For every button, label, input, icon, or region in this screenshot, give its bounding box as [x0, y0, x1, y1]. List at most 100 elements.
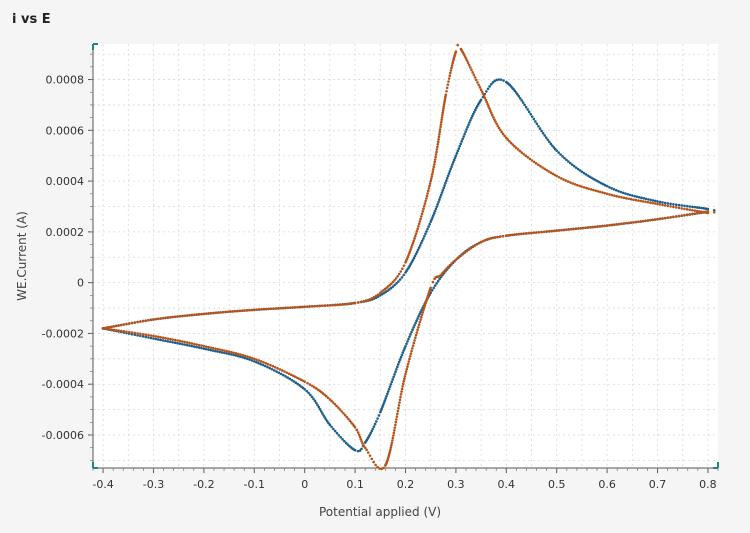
- data-point: [223, 349, 226, 352]
- data-point: [669, 205, 672, 208]
- data-point: [343, 303, 347, 306]
- data-point: [422, 204, 426, 208]
- data-point: [647, 198, 650, 201]
- data-point: [391, 439, 394, 442]
- data-point: [318, 408, 322, 411]
- data-point: [241, 356, 245, 359]
- data-point: [576, 167, 580, 171]
- data-point: [463, 251, 467, 254]
- data-point: [322, 414, 325, 417]
- data-point: [588, 175, 591, 178]
- data-point: [424, 232, 427, 236]
- data-point: [204, 347, 208, 351]
- data-point: [496, 124, 500, 128]
- data-point: [255, 360, 258, 364]
- data-point: [581, 226, 585, 230]
- data-point: [414, 234, 417, 238]
- data-point: [218, 350, 222, 354]
- data-point: [195, 313, 198, 316]
- data-point: [401, 267, 404, 271]
- data-point: [560, 228, 563, 232]
- data-point: [422, 306, 426, 310]
- data-point: [233, 309, 237, 313]
- data-point: [408, 335, 411, 338]
- data-point: [646, 200, 650, 204]
- data-point: [285, 371, 289, 374]
- data-point: [484, 238, 487, 242]
- data-point: [359, 300, 363, 304]
- data-point: [494, 120, 497, 123]
- data-point: [649, 198, 652, 202]
- data-point: [385, 394, 388, 398]
- data-point: [501, 234, 505, 238]
- data-point: [366, 451, 370, 454]
- data-point: [438, 198, 441, 201]
- data-point: [358, 449, 362, 452]
- data-point: [570, 163, 574, 166]
- data-point: [234, 352, 238, 355]
- data-point: [284, 375, 287, 378]
- data-point: [227, 350, 231, 353]
- data-point: [677, 203, 681, 207]
- y-axis-title: WE.Current (A): [15, 211, 29, 301]
- data-point: [333, 402, 337, 406]
- data-point: [693, 212, 697, 215]
- data-point: [712, 209, 716, 212]
- data-point: [190, 342, 194, 345]
- data-point: [610, 187, 613, 190]
- data-point: [410, 246, 413, 249]
- data-point: [296, 382, 300, 386]
- data-point: [176, 315, 179, 318]
- data-point: [501, 132, 505, 136]
- data-point: [188, 344, 191, 347]
- data-point: [612, 188, 616, 191]
- data-point: [407, 252, 411, 255]
- data-point: [378, 467, 381, 470]
- data-point: [651, 218, 655, 222]
- data-point: [527, 231, 530, 235]
- data-point: [565, 158, 568, 162]
- data-point: [404, 372, 407, 376]
- data-point: [545, 230, 549, 233]
- data-point: [141, 319, 145, 323]
- data-point: [557, 151, 560, 154]
- data-point: [416, 317, 419, 320]
- data-point: [159, 335, 162, 339]
- data-point: [114, 328, 118, 332]
- data-point: [442, 107, 445, 110]
- data-point: [491, 236, 495, 240]
- data-point: [426, 192, 429, 195]
- data-point: [178, 314, 182, 318]
- data-point: [523, 103, 526, 107]
- data-point: [473, 76, 477, 79]
- data-point: [412, 341, 416, 345]
- data-point: [409, 352, 413, 356]
- data-point: [433, 209, 437, 213]
- data-point: [112, 325, 116, 328]
- data-point: [666, 202, 670, 205]
- data-point: [541, 131, 545, 135]
- data-point: [584, 172, 588, 176]
- data-point: [290, 378, 294, 382]
- data-point: [298, 384, 301, 387]
- data-point: [418, 220, 422, 223]
- data-point: [685, 204, 689, 208]
- data-point: [286, 376, 289, 379]
- data-point: [415, 230, 419, 233]
- x-tick-label: 0.4: [498, 478, 516, 491]
- data-point: [500, 130, 504, 134]
- data-point: [326, 304, 329, 307]
- data-point: [464, 130, 467, 134]
- x-tick-label: 0.8: [699, 478, 717, 491]
- data-point: [219, 311, 222, 314]
- data-point: [392, 434, 395, 437]
- data-point: [209, 348, 213, 352]
- data-point: [691, 205, 694, 209]
- data-point: [425, 194, 429, 198]
- data-point: [491, 81, 495, 84]
- data-point: [614, 188, 618, 192]
- data-point: [577, 227, 580, 230]
- data-point: [631, 194, 634, 197]
- data-point: [376, 295, 380, 298]
- data-point: [433, 158, 437, 161]
